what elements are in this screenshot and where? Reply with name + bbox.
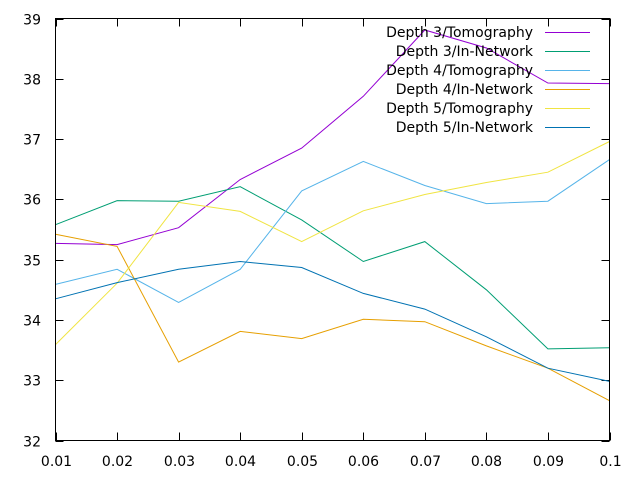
series-line-1 bbox=[55, 29, 610, 246]
y-tick-label: 37 bbox=[23, 133, 41, 149]
series-line-6 bbox=[55, 260, 610, 382]
legend-label: Depth 5/Tomography bbox=[386, 101, 533, 117]
series-line-3 bbox=[55, 159, 610, 303]
x-tick-label: 0.06 bbox=[348, 454, 379, 470]
x-axis-tick-labels: 0.01 0.02 0.03 0.04 0.05 0.06 0.07 0.08 0.09 0.1 bbox=[41, 454, 622, 470]
y-axis-tick-labels: 32 33 34 35 36 37 38 39 bbox=[23, 13, 41, 451]
legend-label: Depth 5/In-Network bbox=[396, 120, 534, 136]
legend: Depth 3/Tomography Depth 3/In-Network Dept… bbox=[386, 25, 590, 136]
y-tick-label: 33 bbox=[23, 374, 41, 390]
series-line-4 bbox=[55, 233, 610, 402]
y-tick-label: 36 bbox=[23, 193, 41, 209]
legend-label: Depth 3/Tomography bbox=[386, 25, 533, 41]
y-tick-label: 32 bbox=[23, 435, 41, 451]
x-tick-label: 0.03 bbox=[164, 454, 195, 470]
y-tick-label: 38 bbox=[23, 73, 41, 89]
series-lines bbox=[55, 29, 610, 402]
series-line-5 bbox=[55, 141, 610, 345]
y-tick-label: 35 bbox=[23, 254, 41, 270]
x-tick-label: 0.04 bbox=[225, 454, 256, 470]
legend-label: Depth 4/In-Network bbox=[396, 82, 534, 98]
x-tick-label: 0.02 bbox=[102, 454, 133, 470]
y-tick-label: 34 bbox=[23, 314, 41, 330]
plot-frame bbox=[55, 18, 610, 441]
x-tick-label: 0.09 bbox=[533, 454, 564, 470]
legend-label: Depth 3/In-Network bbox=[396, 44, 534, 60]
series-line-2 bbox=[55, 186, 610, 350]
x-tick-label: 0.1 bbox=[599, 454, 621, 470]
legend-label: Depth 4/Tomography bbox=[386, 63, 533, 79]
y-tick-label: 39 bbox=[23, 13, 41, 29]
x-tick-label: 0.01 bbox=[41, 454, 72, 470]
tick-marks bbox=[55, 18, 611, 442]
x-tick-label: 0.08 bbox=[471, 454, 502, 470]
x-tick-label: 0.05 bbox=[287, 454, 318, 470]
x-tick-label: 0.07 bbox=[410, 454, 441, 470]
